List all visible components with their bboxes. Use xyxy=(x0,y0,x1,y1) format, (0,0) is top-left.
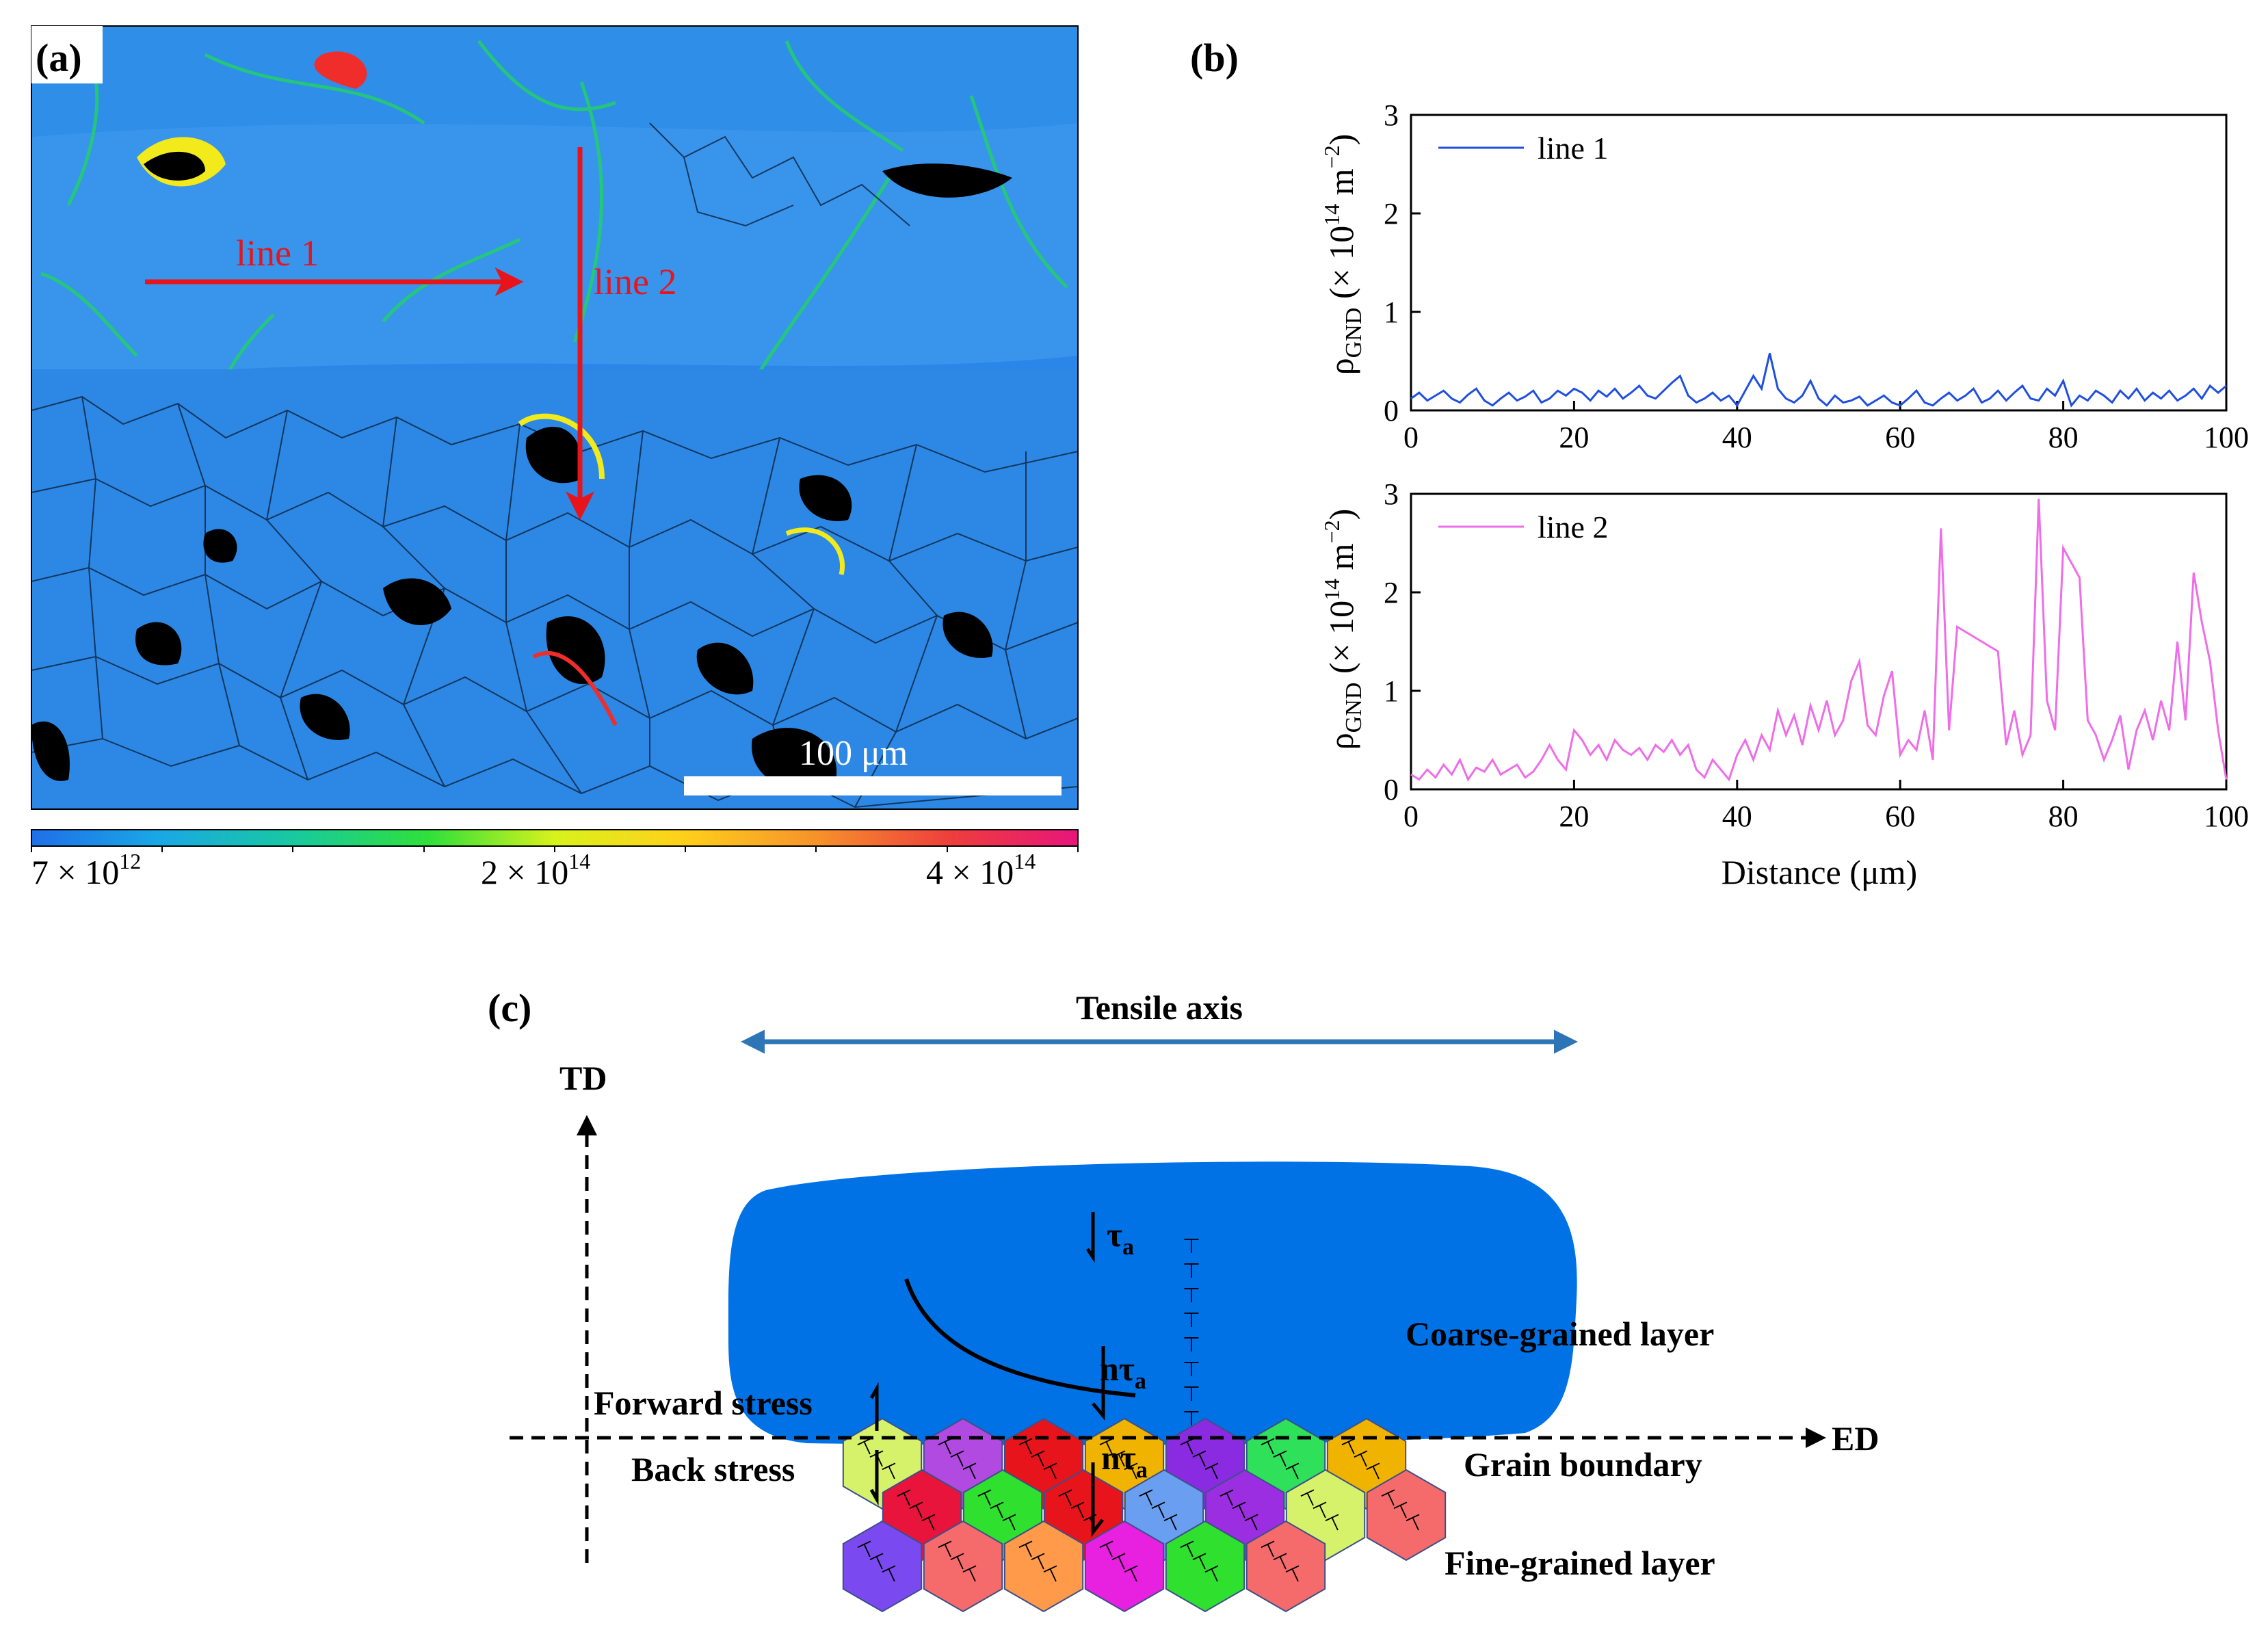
plot-frame xyxy=(1410,492,2228,791)
plot-frame xyxy=(1410,114,2228,412)
x-tick-label: 40 xyxy=(1722,800,1752,833)
legend-label: line 1 xyxy=(1538,131,1608,166)
hot-spots xyxy=(31,51,1012,791)
grain-hexagon xyxy=(1366,1469,1447,1562)
panel-c: (c) Tensile axis TD Coarse-grained layer… xyxy=(488,986,1879,1613)
td-label: TD xyxy=(559,1059,607,1097)
x-tick-label: 100 xyxy=(2204,800,2249,833)
y-tick-label: 2 xyxy=(1384,576,1399,609)
y-tick-label: 1 xyxy=(1384,295,1399,329)
x-tick-label: 20 xyxy=(1559,800,1589,833)
back-stress-label: Back stress xyxy=(631,1450,795,1488)
x-tick-label: 100 xyxy=(2204,421,2249,454)
dislocation-symbol: ⊤ xyxy=(1183,1259,1200,1283)
chart-line2: 0 1 2 3 0 20 40 60 80 100 line 2 xyxy=(1384,477,2249,833)
dislocation-pileup-curve xyxy=(904,1278,1136,1397)
dislocation-symbol: ⊤ xyxy=(1183,1358,1200,1382)
coarse-band xyxy=(31,96,1078,383)
coarse-grained-layer xyxy=(728,1161,1577,1445)
series-line-line-2 xyxy=(1410,499,2228,782)
y-tick-label: 2 xyxy=(1384,197,1399,231)
x-tick-label: 80 xyxy=(2048,800,2079,833)
y-axis-title-top: ρGND (× 1014 m−2) xyxy=(1319,134,1367,376)
grain: ⊤⊤⊤ xyxy=(842,1520,923,1613)
panel-a: (a) line 1 line 2 100 μm 7 × 1012 2 × 10… xyxy=(31,25,1079,891)
colorbar-max-label: 4 × 1014 xyxy=(926,849,1036,891)
tensile-axis-label: Tensile axis xyxy=(1076,988,1243,1027)
x-tick-label: 20 xyxy=(1559,421,1589,454)
grain-hexagon xyxy=(1165,1520,1245,1613)
grain-hexagon xyxy=(1003,1520,1084,1613)
legend-label: line 2 xyxy=(1538,510,1608,544)
dislocation-symbol: ⊤ xyxy=(1183,1284,1200,1308)
ntau-a-label-upper: nτa xyxy=(1100,1350,1146,1394)
chart-line1: 0 1 2 3 0 20 40 60 80 100 line 1 xyxy=(1384,98,2249,454)
panel-label-a: (a) xyxy=(36,36,82,80)
stress-markers xyxy=(869,1212,1105,1538)
dislocation-symbol: ⊤ xyxy=(1183,1382,1200,1406)
dislocation-array: ⊤⊤⊤⊤⊤⊤⊤⊤ xyxy=(1183,1235,1200,1431)
y-tick-label: 3 xyxy=(1384,98,1399,132)
x-axis-title: Distance (μm) xyxy=(1722,853,1917,891)
grain: ⊤⊤⊤ xyxy=(1084,1520,1165,1613)
map-frame xyxy=(31,25,1079,810)
coarse-layer-label: Coarse-grained layer xyxy=(1406,1315,1714,1353)
grain-hexagon xyxy=(842,1520,923,1613)
grain: ⊤⊤⊤ xyxy=(923,1520,1003,1613)
grain: ⊤⊤⊤ xyxy=(1366,1469,1447,1562)
panel-label-c: (c) xyxy=(488,986,531,1030)
dislocation-symbol: ⊤ xyxy=(1183,1308,1200,1332)
x-tick-label: 80 xyxy=(2048,421,2079,454)
grain: ⊤⊤⊤ xyxy=(1003,1520,1084,1613)
ntau-a-label-lower: nτa xyxy=(1101,1438,1148,1483)
y-tick-label: 0 xyxy=(1384,773,1399,806)
colorbar-ticks xyxy=(31,846,1079,852)
x-tick-label: 0 xyxy=(1403,421,1419,454)
dislocation-symbol: ⊤ xyxy=(1183,1407,1200,1431)
x-tick-label: 60 xyxy=(1885,421,1915,454)
map-texture-upper xyxy=(31,26,1078,137)
y-tick-label: 1 xyxy=(1384,674,1399,708)
x-tick-label: 60 xyxy=(1885,800,1915,833)
panel-label-b: (b) xyxy=(1190,36,1239,80)
ed-label: ED xyxy=(1832,1419,1879,1458)
grain: ⊤⊤⊤ xyxy=(1165,1520,1245,1613)
line1-label: line 1 xyxy=(236,233,319,274)
scale-bar-label: 100 μm xyxy=(799,734,908,773)
y-tick-label: 0 xyxy=(1384,394,1399,427)
grain: ⊤⊤⊤ xyxy=(1245,1520,1326,1613)
grain-hexagon xyxy=(1084,1520,1165,1613)
fine-grains: ⊤⊤⊤⊤⊤⊤⊤⊤⊤⊤⊤⊤⊤⊤⊤⊤⊤⊤⊤⊤⊤⊤⊤⊤⊤⊤⊤⊤⊤⊤⊤⊤⊤⊤⊤⊤⊤⊤⊤⊤… xyxy=(842,1417,1447,1613)
fine-layer-label: Fine-grained layer xyxy=(1445,1544,1715,1582)
series-line-line-1 xyxy=(1410,353,2227,408)
grain-hexagon xyxy=(1245,1520,1326,1613)
tau-a-label: τa xyxy=(1107,1215,1134,1260)
y-tick-label: 3 xyxy=(1384,477,1399,511)
x-tick-label: 0 xyxy=(1403,800,1419,833)
scale-bar xyxy=(684,776,1062,795)
label-a-bg xyxy=(31,26,103,83)
colorbar-min-label: 7 × 1012 xyxy=(31,849,141,891)
x-tick-label: 40 xyxy=(1722,421,1752,454)
forward-stress-label: Forward stress xyxy=(594,1384,813,1422)
colorbar xyxy=(31,829,1079,847)
line2-label: line 2 xyxy=(594,261,676,302)
colorbar-mid-label: 2 × 1014 xyxy=(481,849,590,891)
gnd-map xyxy=(31,26,1078,809)
y-axis-title-bottom: ρGND (× 1014 m−2) xyxy=(1319,509,1367,750)
fine-grain-network xyxy=(31,122,1078,808)
dislocation-symbol: ⊤ xyxy=(1183,1333,1200,1357)
grain-boundary-label: Grain boundary xyxy=(1464,1445,1702,1484)
dislocation-symbol: ⊤ xyxy=(1183,1235,1200,1259)
grain-hexagon xyxy=(923,1520,1003,1613)
